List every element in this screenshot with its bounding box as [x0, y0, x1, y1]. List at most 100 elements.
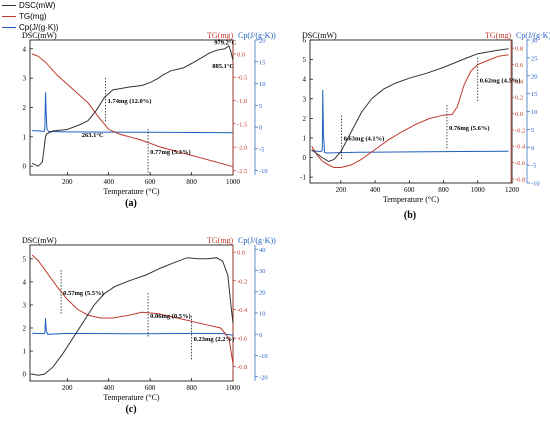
dsc-tick-label: 5: [303, 56, 307, 64]
x-axis-label: Temperature (°C): [383, 195, 440, 204]
plot-frame: [309, 39, 513, 184]
annotation-label: 1.74mg (12.0%): [108, 98, 152, 105]
annotation-label: 0.76mg (5.6%): [449, 125, 490, 132]
x-axis-label: Temperature (°C): [103, 187, 160, 196]
legend-item-dsc: DSC(mW): [2, 1, 55, 11]
annotation-label: 0.63mg (4.1%): [344, 136, 385, 143]
x-tick-label: 200: [336, 186, 347, 194]
tg-tick-label: 0.0: [237, 250, 245, 257]
tg-tick-label: -0.6: [237, 336, 248, 343]
legend-line-cp: [2, 27, 16, 29]
x-tick-label: 400: [370, 186, 381, 194]
dsc-axis-title: DSC(mW): [302, 31, 337, 40]
x-tick-label: 600: [145, 384, 156, 392]
dsc-tick-label: 0: [23, 371, 27, 379]
cp-tick-label: 40: [259, 247, 266, 254]
dsc-tick-label: 2: [23, 324, 27, 332]
tg-tick-label: -0.8: [515, 176, 525, 183]
chart-panel-c: DSC(mW) TG(mg) Cp(J/(g·K))200 400 600 800 1000…: [22, 236, 276, 415]
cp-axis-title: Cp(J/(g·K)): [238, 31, 276, 40]
series-dsc-line: [31, 45, 234, 167]
legend-line-tg: [2, 16, 16, 18]
legend-label-cp: Cp(J/(g·K)): [19, 23, 59, 32]
cp-tick-label: 5: [531, 127, 534, 134]
x-tick-label: 600: [404, 186, 415, 194]
dsc-tick-label: -1: [300, 174, 306, 182]
annotation-label: 0.06mg (0.5%): [150, 313, 191, 320]
dsc-tick-label: 3: [23, 301, 27, 309]
dsc-tick-label: 5: [23, 255, 27, 263]
tg-tick-label: 0.8: [515, 46, 523, 53]
annotation-label: 0.77mg (5.3%): [150, 149, 191, 156]
legend-item-cp: Cp(J/(g·K)): [2, 23, 59, 33]
tg-axis-title: TG(mg): [207, 236, 234, 245]
x-tick-label: 1200: [505, 186, 520, 194]
dsc-tick-label: 6: [303, 37, 307, 45]
cp-tick-label: -20: [259, 374, 268, 381]
plot-frame: [29, 39, 234, 176]
x-tick-label: 1000: [226, 384, 241, 392]
x-tick-label: 200: [62, 384, 73, 392]
cp-tick-label: 0: [531, 145, 534, 152]
dsc-tick-label: 4: [303, 76, 307, 84]
panel-label: (a): [125, 198, 137, 209]
cp-tick-label: -5: [531, 163, 536, 170]
annotation-label: 263.1°C: [82, 132, 104, 139]
legend-label-dsc: DSC(mW): [19, 1, 56, 10]
x-tick-label: 1000: [471, 186, 486, 194]
dsc-tick-label: 1: [23, 133, 27, 141]
legend-item-tg: TG(mg): [2, 12, 47, 22]
cp-tick-label: 15: [259, 59, 266, 66]
cp-tick-label: -10: [259, 353, 268, 360]
tg-axis-title: TG(mg): [485, 31, 512, 40]
dsc-tick-label: 2: [23, 104, 27, 112]
cp-tick-label: 30: [531, 38, 538, 45]
cp-axis-title: Cp(J/(g·K)): [238, 236, 276, 245]
cp-tick-label: 30: [259, 268, 266, 275]
annotation-label: 0.23mg (2.2%): [194, 336, 235, 343]
cp-tick-label: 20: [531, 73, 538, 80]
legend-label-tg: TG(mg): [19, 12, 47, 21]
panel-label: (c): [125, 404, 136, 415]
cp-tick-label: 10: [259, 311, 266, 318]
x-tick-label: 600: [145, 178, 156, 186]
dsc-tick-label: 4: [23, 45, 27, 53]
annotation-label: 0.62mg (4.5%): [480, 77, 521, 84]
x-tick-label: 800: [186, 178, 197, 186]
cp-axis-title: Cp(J/(g·K)): [516, 31, 550, 40]
cp-tick-label: -10: [259, 168, 268, 175]
x-tick-label: 800: [186, 384, 197, 392]
series-tg-line: [311, 54, 509, 168]
dsc-tick-label: 4: [23, 278, 27, 286]
tg-tick-label: -0.4: [515, 144, 526, 151]
tg-tick-label: -1.0: [237, 98, 247, 105]
x-tick-label: 1000: [226, 178, 241, 186]
tg-tick-label: -2.0: [237, 145, 247, 152]
dsc-tick-label: 1: [23, 348, 27, 356]
x-axis-label: Temperature (°C): [103, 393, 160, 402]
cp-tick-label: 10: [259, 81, 266, 88]
cp-tick-label: 20: [259, 38, 266, 45]
chart-panel-b: DSC(mW)TG(mg)Cp(J/(g·K))2004006008001000…: [300, 31, 550, 221]
dsc-tick-label: 0: [303, 154, 307, 162]
cp-tick-label: 5: [259, 103, 262, 110]
series-cp-line: [32, 92, 234, 134]
cp-tick-label: -5: [259, 146, 264, 153]
tg-tick-label: 0.0: [515, 111, 523, 118]
x-tick-label: 400: [103, 178, 114, 186]
legend: DSC(mW) TG(mg) Cp(J/(g·K)): [0, 0, 120, 34]
tg-tick-label: -0.2: [237, 278, 247, 285]
series-cp-line: [32, 318, 234, 336]
series-cp-line: [311, 89, 509, 154]
series-tg-line: [31, 254, 234, 364]
cp-tick-label: 0: [259, 332, 262, 339]
cp-tick-label: -10: [531, 181, 540, 188]
tg-tick-label: -1.5: [237, 121, 247, 128]
legend-line-dsc: [2, 5, 16, 7]
annotation-label: 885.1°C: [212, 63, 234, 70]
chart-panel-a: DSC(mW) TG(mg) Cp(J/(g·K))200 400 600 800 1000…: [22, 31, 276, 209]
x-tick-label: 200: [62, 178, 73, 186]
dsc-axis-title: DSC(mW): [22, 31, 57, 40]
tg-tick-label: -0.6: [515, 160, 526, 167]
plot-frame: [29, 244, 234, 382]
